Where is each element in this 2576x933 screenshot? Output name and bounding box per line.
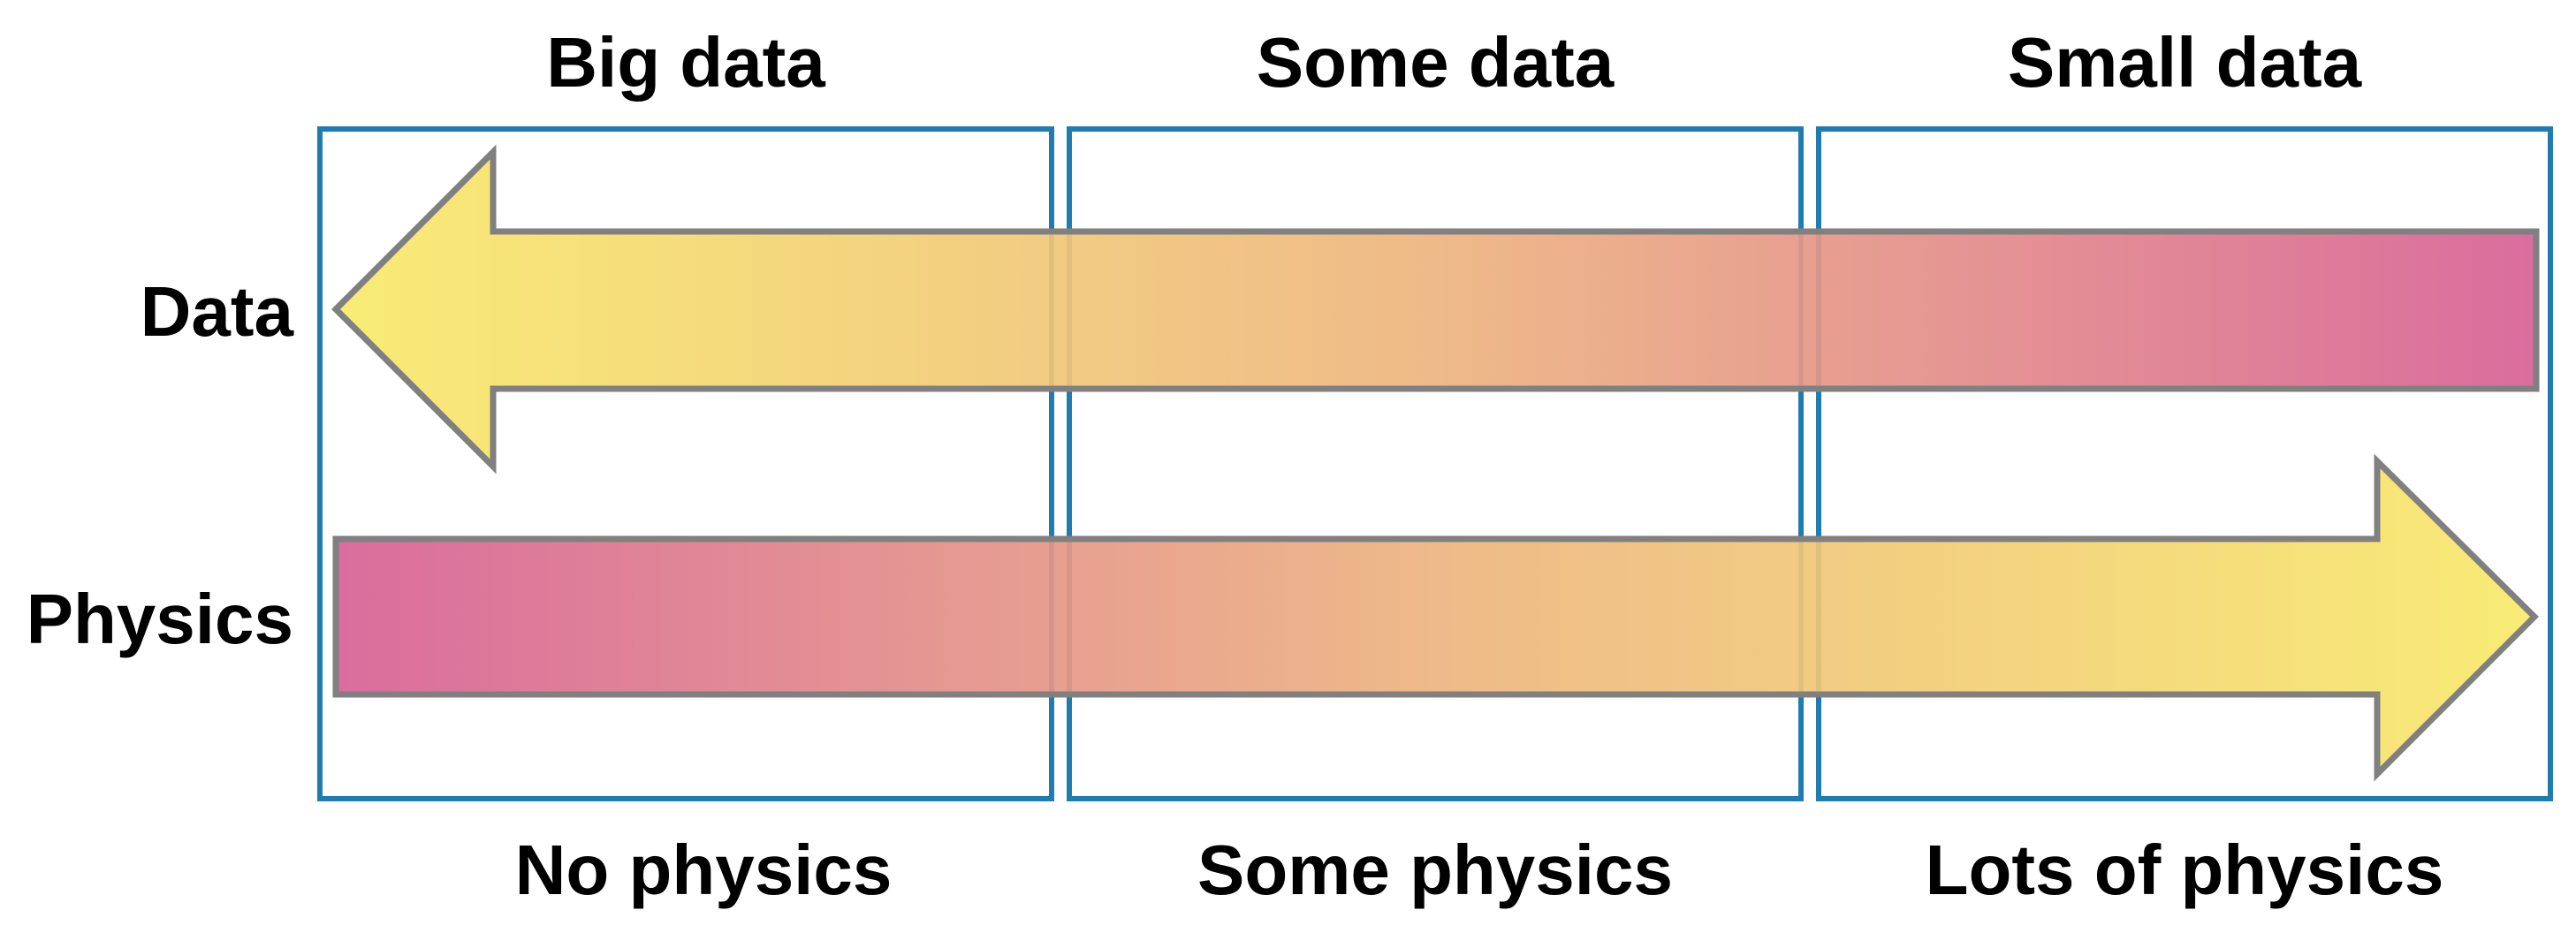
column-box-some-data [1067, 126, 1804, 801]
physics-arrow [332, 453, 2539, 782]
column-box-big-data [317, 126, 1054, 801]
column-label-small-data: Small data [2008, 23, 2362, 102]
column-label-big-data: Big data [546, 23, 825, 102]
column-label-some-physics: Some physics [1197, 831, 1673, 909]
data-arrow [331, 144, 2540, 474]
column-label-no-physics: No physics [515, 831, 893, 909]
column-box-small-data [1816, 126, 2553, 801]
column-label-lots-of-physics: Lots of physics [1926, 831, 2444, 909]
row-label-data: Data [141, 272, 294, 351]
column-label-some-data: Some data [1257, 23, 1615, 102]
row-label-physics: Physics [27, 580, 293, 658]
